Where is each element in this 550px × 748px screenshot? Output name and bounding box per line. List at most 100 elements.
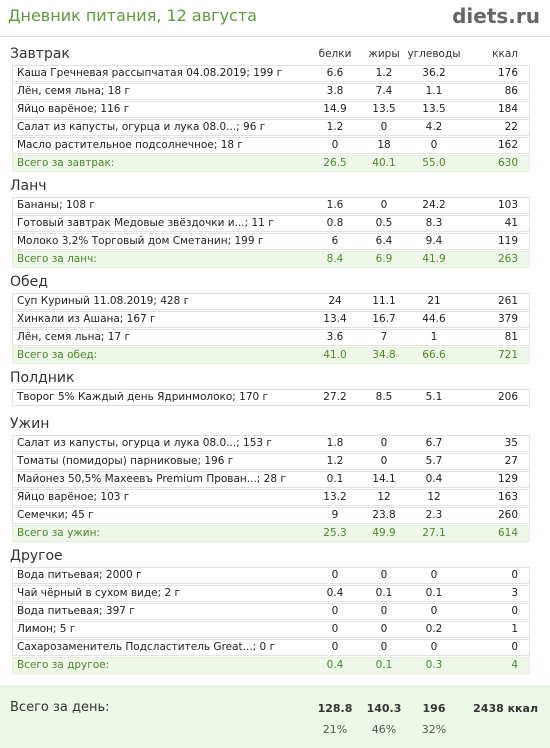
- nutrient-value: 27: [504, 455, 518, 467]
- food-row: [12, 310, 530, 328]
- column-header: ккал: [492, 48, 518, 60]
- food-name: Готовый завтрак Медовые звёздочки и...; …: [17, 217, 274, 229]
- total-label: Всего за другое:: [17, 659, 110, 671]
- food-row: [12, 488, 530, 506]
- food-name: Творог 5% Каждый день Ядринмолоко; 170 г: [17, 391, 269, 403]
- food-name: Чай чёрный в сухом виде; 2 г: [17, 587, 180, 599]
- nutrient-value: 4.2: [425, 121, 443, 133]
- food-name: Лимон; 5 г: [17, 623, 76, 635]
- food-name: Майонез 50,5% Махеевъ Premium Прован...;…: [17, 473, 286, 485]
- nutrient-value: 0: [380, 199, 388, 211]
- column-header: углеводы: [407, 48, 461, 60]
- food-name: Яйцо варёное; 103 г: [17, 491, 130, 503]
- food-name: Вода питьевая; 2000 г: [17, 569, 142, 581]
- food-row: [12, 506, 530, 524]
- nutrient-value: 0.1: [326, 473, 344, 485]
- total-value: 55.0: [422, 157, 446, 169]
- day-total-percent: 32%: [421, 723, 447, 736]
- total-value: 0.4: [326, 659, 344, 671]
- nutrient-value: 0.2: [425, 623, 443, 635]
- food-row: [12, 214, 530, 232]
- nutrient-value: 16.7: [372, 313, 396, 325]
- nutrient-value: 129: [497, 473, 518, 485]
- total-value: 4: [511, 659, 518, 671]
- food-row: [12, 100, 530, 118]
- day-total-value: 140.3: [366, 702, 402, 715]
- day-total-value: 196: [422, 702, 446, 715]
- total-value: 8.4: [326, 253, 344, 265]
- nutrient-value: 1.8: [326, 437, 344, 449]
- food-name: Молоко 3,2% Торговый дом Сметанин; 199 г: [17, 235, 264, 247]
- food-row: [12, 452, 530, 470]
- nutrient-value: 0.8: [326, 217, 344, 229]
- nutrient-value: 0: [380, 623, 388, 635]
- divider: [0, 36, 550, 37]
- nutrient-value: 44.6: [422, 313, 446, 325]
- total-value: 41.9: [422, 253, 446, 265]
- nutrient-value: 0: [511, 605, 518, 617]
- nutrient-value: 0: [380, 605, 388, 617]
- nutrient-value: 12: [427, 491, 441, 503]
- day-total-value: 2438 ккал: [473, 702, 538, 715]
- nutrient-value: 5.7: [425, 455, 443, 467]
- food-name: Яйцо варёное; 116 г: [17, 103, 130, 115]
- logo[interactable]: diets.ru: [452, 4, 540, 28]
- nutrient-value: 35: [504, 437, 518, 449]
- nutrient-value: 36.2: [422, 67, 446, 79]
- food-row: [12, 82, 530, 100]
- nutrient-value: 18: [377, 139, 391, 151]
- total-label: Всего за завтрак:: [17, 157, 115, 169]
- total-row: [12, 154, 530, 172]
- nutrient-value: 8.5: [375, 391, 393, 403]
- nutrient-value: 0: [511, 641, 518, 653]
- nutrient-value: 206: [497, 391, 518, 403]
- nutrient-value: 0.4: [326, 587, 344, 599]
- day-total-percent: 21%: [322, 723, 348, 736]
- day-total-label: Всего за день:: [10, 700, 110, 715]
- food-row: [12, 638, 530, 656]
- total-value: 49.9: [372, 527, 396, 539]
- nutrient-value: 81: [504, 331, 518, 343]
- day-total-box: [0, 686, 550, 748]
- nutrient-value: 0: [331, 623, 339, 635]
- nutrient-value: 1.2: [375, 67, 393, 79]
- nutrient-value: 7: [380, 331, 388, 343]
- total-value: 6.9: [375, 253, 393, 265]
- food-name: Бананы; 108 г: [17, 199, 95, 211]
- food-name: Лён, семя льна; 17 г: [17, 331, 130, 343]
- nutrient-value: 1.2: [326, 121, 344, 133]
- total-row: [12, 524, 530, 542]
- day-total-percent: 46%: [371, 723, 397, 736]
- food-row: [12, 566, 530, 584]
- total-value: 26.5: [323, 157, 347, 169]
- column-header: жиры: [368, 48, 400, 60]
- total-row: [12, 346, 530, 364]
- nutrient-value: 0.5: [375, 217, 393, 229]
- section-title: Ужин: [10, 416, 50, 432]
- total-value: 0.1: [375, 659, 393, 671]
- nutrient-value: 0.4: [425, 473, 443, 485]
- nutrient-value: 5.1: [425, 391, 443, 403]
- food-row: [12, 64, 530, 82]
- nutrient-value: 24.2: [422, 199, 446, 211]
- nutrient-value: 13.5: [422, 103, 446, 115]
- nutrient-value: 6: [331, 235, 339, 247]
- food-name: Масло растительное подсолнечное; 18 г: [17, 139, 243, 151]
- food-row: [12, 434, 530, 452]
- nutrient-value: 0.1: [425, 587, 443, 599]
- nutrient-value: 1.1: [425, 85, 443, 97]
- food-row: [12, 328, 530, 346]
- nutrient-value: 7.4: [375, 85, 393, 97]
- nutrient-value: 0: [331, 605, 339, 617]
- column-header: белки: [318, 48, 352, 60]
- food-row: [12, 470, 530, 488]
- nutrient-value: 379: [497, 313, 518, 325]
- total-value: 27.1: [422, 527, 446, 539]
- nutrient-value: 13.2: [323, 491, 347, 503]
- nutrient-value: 162: [497, 139, 518, 151]
- nutrient-value: 0: [380, 455, 388, 467]
- nutrient-value: 1: [430, 331, 438, 343]
- nutrient-value: 0: [331, 139, 339, 151]
- total-value: 66.6: [422, 349, 446, 361]
